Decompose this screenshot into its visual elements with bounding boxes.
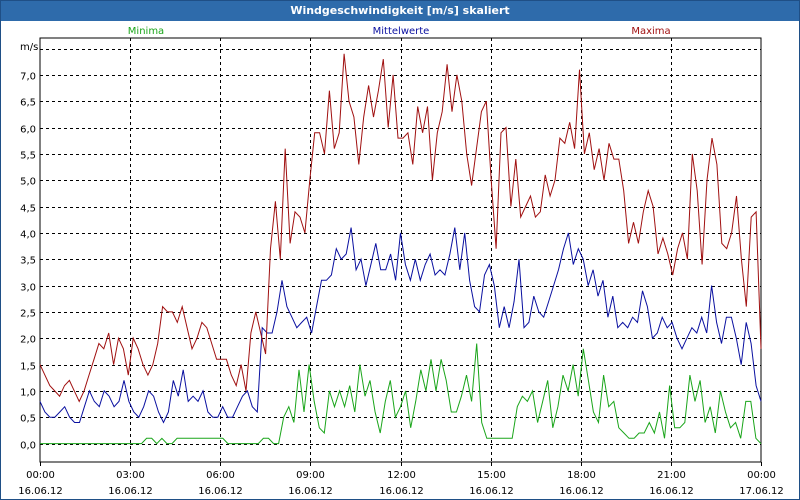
y-tick-label: 0,0: [20, 441, 36, 452]
x-tick-date: 16.06.12: [108, 486, 153, 497]
series-line-min: [40, 343, 762, 445]
x-tick-time: 09:00: [296, 470, 325, 481]
legend-max: Maxima: [631, 26, 670, 37]
y-tick-label: 3,0: [20, 283, 36, 294]
y-tick-label: 6,0: [20, 125, 36, 136]
x-tick-date: 16.06.12: [18, 486, 63, 497]
y-tick-label: 5,5: [20, 151, 36, 162]
x-tick-time: 03:00: [116, 470, 145, 481]
y-tick-label: 7,0: [20, 72, 36, 83]
x-tick-labels: 00:00 16.06.12 03:00 16.06.12 06:00 16.06.12 0…: [18, 462, 784, 497]
x-tick-date: 16.06.12: [649, 486, 694, 497]
x-tick-time: 21:00: [657, 470, 686, 481]
x-tick-date: 17.06.12: [739, 486, 784, 497]
plot-area-border: [39, 37, 762, 463]
y-tick-label: 0,5: [20, 414, 36, 425]
window-title: Windgeschwindigkeit [m/s] skaliert: [1, 1, 799, 21]
legend-min: Minima: [128, 26, 164, 37]
y-tick-label: 5,0: [20, 177, 36, 188]
series-layer: [39, 53, 762, 445]
x-tick-date: 16.06.12: [469, 486, 514, 497]
series-line-mean: [39, 227, 762, 424]
y-tick-label: 2,5: [20, 309, 36, 320]
y-tick-labels: 0,0 0,5 1,0 1,5 2,0 2,5 3,0 3,5 4,0 4,5 5,0 5,5 6,0 6…: [20, 72, 36, 452]
x-tick-time: 00:00: [747, 470, 776, 481]
x-tick-time: 18:00: [567, 470, 596, 481]
x-tick-date: 16.06.12: [198, 486, 243, 497]
x-tick-time: 12:00: [387, 470, 416, 481]
x-tick-date: 16.06.12: [379, 486, 424, 497]
legend: Minima Mittelwerte Maxima: [128, 26, 671, 37]
y-tick-label: 2,0: [20, 335, 36, 346]
y-tick-label: 1,0: [20, 388, 36, 399]
x-tick-time: 00:00: [26, 470, 55, 481]
y-axis-label: m/s: [20, 42, 38, 53]
y-tick-label: 4,0: [20, 230, 36, 241]
y-tick-label: 6,5: [20, 98, 36, 109]
legend-mean: Mittelwerte: [373, 26, 430, 37]
grid-layer: [40, 38, 761, 462]
y-tick-label: 3,5: [20, 256, 36, 267]
y-tick-label: 4,5: [20, 204, 36, 215]
x-tick-date: 16.06.12: [559, 486, 604, 497]
x-tick-date: 16.06.12: [288, 486, 333, 497]
y-tick-label: 1,5: [20, 362, 36, 373]
x-tick-time: 15:00: [477, 470, 506, 481]
x-tick-time: 06:00: [206, 470, 235, 481]
series-line-max: [39, 53, 762, 403]
